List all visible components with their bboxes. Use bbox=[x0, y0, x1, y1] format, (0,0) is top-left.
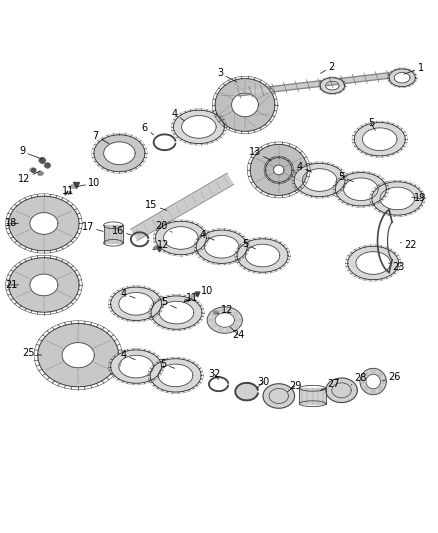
Text: 19: 19 bbox=[411, 193, 426, 204]
Ellipse shape bbox=[217, 327, 223, 332]
Text: 16: 16 bbox=[111, 225, 131, 236]
Ellipse shape bbox=[363, 386, 367, 391]
Ellipse shape bbox=[363, 372, 367, 377]
Text: 2: 2 bbox=[320, 62, 334, 74]
Ellipse shape bbox=[232, 312, 238, 317]
Text: 21: 21 bbox=[5, 280, 18, 290]
Text: 5: 5 bbox=[160, 359, 174, 369]
Polygon shape bbox=[9, 196, 79, 251]
Ellipse shape bbox=[69, 184, 75, 189]
Ellipse shape bbox=[377, 386, 382, 391]
Polygon shape bbox=[103, 225, 123, 243]
Text: 26: 26 bbox=[382, 372, 399, 382]
Polygon shape bbox=[319, 78, 344, 93]
Polygon shape bbox=[250, 144, 307, 196]
Text: 17: 17 bbox=[81, 222, 103, 232]
Text: 18: 18 bbox=[5, 219, 18, 229]
Text: 25: 25 bbox=[22, 349, 42, 358]
Text: 32: 32 bbox=[208, 369, 220, 379]
Ellipse shape bbox=[232, 324, 238, 328]
Text: 4: 4 bbox=[120, 350, 135, 360]
Ellipse shape bbox=[225, 327, 232, 332]
Ellipse shape bbox=[208, 318, 214, 322]
Text: 29: 29 bbox=[287, 381, 300, 392]
Text: 5: 5 bbox=[367, 118, 374, 131]
Text: 10: 10 bbox=[77, 178, 100, 188]
Text: 12: 12 bbox=[18, 171, 40, 184]
Ellipse shape bbox=[235, 318, 241, 322]
Ellipse shape bbox=[325, 378, 357, 402]
Ellipse shape bbox=[29, 168, 36, 172]
Polygon shape bbox=[150, 359, 201, 392]
Polygon shape bbox=[94, 135, 145, 172]
Text: 10: 10 bbox=[196, 286, 213, 296]
Ellipse shape bbox=[153, 246, 158, 250]
Polygon shape bbox=[196, 230, 247, 263]
Ellipse shape bbox=[210, 324, 216, 328]
Text: 5: 5 bbox=[161, 297, 176, 308]
Polygon shape bbox=[388, 69, 414, 86]
Text: 4: 4 bbox=[199, 230, 214, 240]
Text: 22: 22 bbox=[399, 240, 416, 251]
Ellipse shape bbox=[262, 384, 294, 408]
Polygon shape bbox=[9, 258, 79, 312]
Text: 6: 6 bbox=[141, 123, 153, 135]
Ellipse shape bbox=[38, 158, 45, 163]
Text: 13: 13 bbox=[248, 147, 271, 160]
Text: 11: 11 bbox=[183, 293, 198, 303]
Text: 12: 12 bbox=[152, 240, 169, 251]
Polygon shape bbox=[110, 350, 161, 383]
Polygon shape bbox=[371, 182, 422, 215]
Polygon shape bbox=[155, 221, 206, 255]
Polygon shape bbox=[299, 388, 325, 403]
Ellipse shape bbox=[380, 379, 385, 384]
Polygon shape bbox=[347, 246, 398, 280]
Ellipse shape bbox=[213, 311, 218, 314]
Polygon shape bbox=[130, 173, 233, 240]
Text: 27: 27 bbox=[320, 379, 339, 390]
Polygon shape bbox=[265, 158, 291, 182]
Polygon shape bbox=[215, 78, 274, 131]
Ellipse shape bbox=[225, 308, 232, 313]
Polygon shape bbox=[293, 163, 344, 197]
Ellipse shape bbox=[360, 379, 364, 384]
Text: 12: 12 bbox=[217, 304, 233, 314]
Polygon shape bbox=[38, 324, 118, 387]
Text: 5: 5 bbox=[338, 172, 353, 182]
Text: 9: 9 bbox=[19, 147, 42, 159]
Polygon shape bbox=[110, 287, 161, 320]
Ellipse shape bbox=[44, 163, 51, 167]
Ellipse shape bbox=[377, 372, 382, 377]
Polygon shape bbox=[359, 368, 385, 395]
Ellipse shape bbox=[37, 171, 43, 176]
Text: 30: 30 bbox=[256, 376, 269, 389]
Ellipse shape bbox=[370, 389, 374, 394]
Polygon shape bbox=[173, 110, 224, 143]
Ellipse shape bbox=[210, 312, 216, 317]
Text: 11: 11 bbox=[62, 186, 74, 196]
Text: 4: 4 bbox=[120, 289, 135, 298]
Text: 4: 4 bbox=[296, 162, 311, 172]
Polygon shape bbox=[353, 123, 404, 156]
Text: 24: 24 bbox=[230, 327, 244, 340]
Polygon shape bbox=[335, 173, 385, 206]
Polygon shape bbox=[237, 239, 287, 272]
Ellipse shape bbox=[370, 369, 374, 374]
Text: 20: 20 bbox=[155, 221, 172, 232]
Text: 4: 4 bbox=[171, 109, 184, 121]
Text: 3: 3 bbox=[217, 68, 237, 82]
Text: 23: 23 bbox=[388, 262, 404, 272]
Text: 5: 5 bbox=[241, 239, 255, 249]
Text: 28: 28 bbox=[350, 374, 366, 385]
Polygon shape bbox=[207, 307, 242, 333]
Ellipse shape bbox=[190, 294, 195, 297]
Ellipse shape bbox=[217, 308, 223, 313]
Text: 1: 1 bbox=[403, 63, 423, 74]
Polygon shape bbox=[151, 296, 201, 329]
Text: 15: 15 bbox=[145, 200, 166, 211]
Ellipse shape bbox=[235, 383, 258, 400]
Text: 7: 7 bbox=[92, 131, 109, 143]
